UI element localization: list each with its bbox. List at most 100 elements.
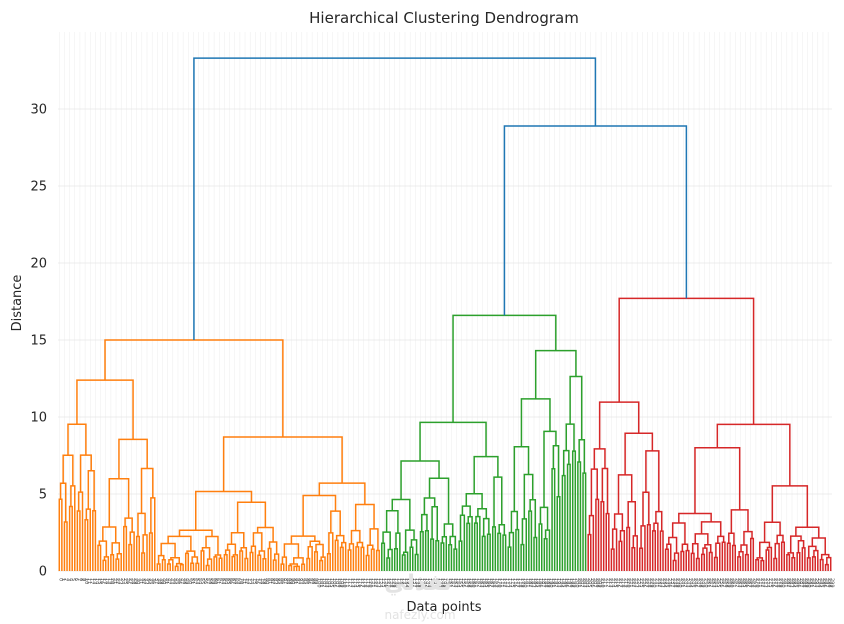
link-cff7f0e bbox=[257, 554, 262, 571]
link-cff7f0e bbox=[213, 556, 218, 571]
watermark-logo-text: نفذلي bbox=[384, 571, 451, 596]
leaf-label: 197 bbox=[566, 578, 572, 588]
y-tick-label: 30 bbox=[30, 103, 47, 118]
link-cd62728 bbox=[740, 544, 748, 555]
leaf-label: 0 bbox=[57, 578, 63, 581]
leaf-label: 163 bbox=[478, 578, 484, 588]
leaf-label: 169 bbox=[493, 578, 499, 588]
leaf-label: 24 bbox=[119, 578, 125, 584]
link-cff7f0e bbox=[318, 482, 366, 505]
link-cd62728 bbox=[755, 558, 760, 571]
link-c2ca02c bbox=[424, 529, 429, 571]
leaf-label: 46 bbox=[176, 578, 182, 584]
link-cff7f0e bbox=[315, 543, 324, 558]
leaf-label: 127 bbox=[385, 578, 391, 588]
link-cd62728 bbox=[680, 550, 685, 571]
link-cd62728 bbox=[826, 556, 832, 571]
link-cd62728 bbox=[613, 513, 624, 531]
link-cff7f0e bbox=[63, 521, 68, 571]
link-cd62728 bbox=[744, 553, 749, 571]
link-c2ca02c bbox=[520, 398, 551, 447]
chart-title: Hierarchical Clustering Dendrogram bbox=[309, 9, 579, 27]
y-axis-label: Distance bbox=[10, 275, 25, 332]
leaf-label: 10 bbox=[83, 578, 89, 584]
leaf-label: 56 bbox=[202, 578, 208, 584]
link-c2ca02c bbox=[385, 510, 399, 534]
grid bbox=[58, 32, 832, 572]
link-c2ca02c bbox=[430, 538, 435, 571]
link-cff7f0e bbox=[148, 532, 153, 571]
leaf-label: 43 bbox=[168, 578, 174, 584]
link-c2ca02c bbox=[578, 439, 586, 474]
leaf-label: 42 bbox=[166, 578, 172, 584]
leaf-label: 299 bbox=[829, 578, 835, 588]
leaf-label: 219 bbox=[622, 578, 628, 588]
link-cd62728 bbox=[811, 556, 816, 571]
leaf-label: 19 bbox=[106, 578, 112, 584]
link-cd62728 bbox=[760, 559, 765, 571]
y-tick-label: 0 bbox=[39, 565, 47, 580]
leaf-label: 245 bbox=[689, 578, 695, 588]
link-cff7f0e bbox=[236, 501, 267, 533]
leaf-label: 264 bbox=[738, 578, 744, 588]
leaf-label: 23 bbox=[117, 578, 123, 584]
leaf-label: 93 bbox=[297, 578, 303, 584]
leaf-label: 297 bbox=[824, 578, 830, 588]
leaf-label: 1 bbox=[60, 578, 66, 581]
leaf-label: 141 bbox=[421, 578, 427, 588]
leaf-label: 294 bbox=[816, 578, 822, 588]
link-cff7f0e bbox=[98, 540, 108, 557]
leaf-label: 125 bbox=[380, 578, 386, 588]
leaf-label: 205 bbox=[586, 578, 592, 588]
link-c2ca02c bbox=[400, 460, 440, 500]
leaf-label: 178 bbox=[517, 578, 523, 588]
leaf-label: 60 bbox=[212, 578, 218, 584]
leaf-label: 126 bbox=[382, 578, 388, 588]
link-c2ca02c bbox=[452, 314, 557, 423]
leaf-label: 209 bbox=[597, 578, 603, 588]
link-c2ca02c bbox=[533, 536, 538, 571]
leaf-label: 168 bbox=[491, 578, 497, 588]
link-cd62728 bbox=[700, 553, 706, 571]
link-cff7f0e bbox=[320, 556, 326, 571]
leaf-label: 196 bbox=[563, 578, 569, 588]
link-cd62728 bbox=[695, 557, 700, 571]
leaf-label: 146 bbox=[434, 578, 440, 588]
link-cd62728 bbox=[813, 549, 819, 571]
link-cff7f0e bbox=[249, 551, 254, 571]
link-cd62728 bbox=[728, 532, 735, 546]
link-c2ca02c bbox=[477, 507, 488, 519]
leaf-label: 166 bbox=[486, 578, 492, 588]
leaf-label: 240 bbox=[676, 578, 682, 588]
leaf-label: 41 bbox=[163, 578, 169, 584]
leaf-label: 208 bbox=[594, 578, 600, 588]
leaf-label: 298 bbox=[826, 578, 832, 588]
link-cff7f0e bbox=[115, 558, 120, 571]
leaf-label: 94 bbox=[300, 578, 306, 584]
link-cff7f0e bbox=[156, 563, 161, 571]
leaf-label: 13 bbox=[91, 578, 97, 584]
leaf-label: 292 bbox=[811, 578, 817, 588]
link-c2ca02c bbox=[515, 528, 520, 571]
leaf-label: 206 bbox=[589, 578, 595, 588]
leaf-label: 231 bbox=[653, 578, 659, 588]
leaf-label: 133 bbox=[400, 578, 406, 588]
leaf-label: 92 bbox=[295, 578, 301, 584]
link-cff7f0e bbox=[250, 545, 257, 571]
leaf-label: 230 bbox=[651, 578, 657, 588]
leaf-label: 111 bbox=[344, 578, 350, 588]
leaf-label: 190 bbox=[547, 578, 553, 588]
link-cd62728 bbox=[771, 485, 809, 528]
leaf-label: 263 bbox=[736, 578, 742, 588]
link-c2ca02c bbox=[551, 468, 556, 571]
leaf-label: 293 bbox=[813, 578, 819, 588]
leaf-label: 17 bbox=[101, 578, 107, 584]
leaf-label: 189 bbox=[545, 578, 551, 588]
leaf-label: 167 bbox=[488, 578, 494, 588]
leaf-label: 256 bbox=[718, 578, 724, 588]
leaf-label: 207 bbox=[591, 578, 597, 588]
link-cff7f0e bbox=[375, 549, 380, 571]
leaf-label: 161 bbox=[473, 578, 479, 588]
link-c2ca02c bbox=[556, 495, 561, 571]
link-cff7f0e bbox=[292, 557, 304, 565]
